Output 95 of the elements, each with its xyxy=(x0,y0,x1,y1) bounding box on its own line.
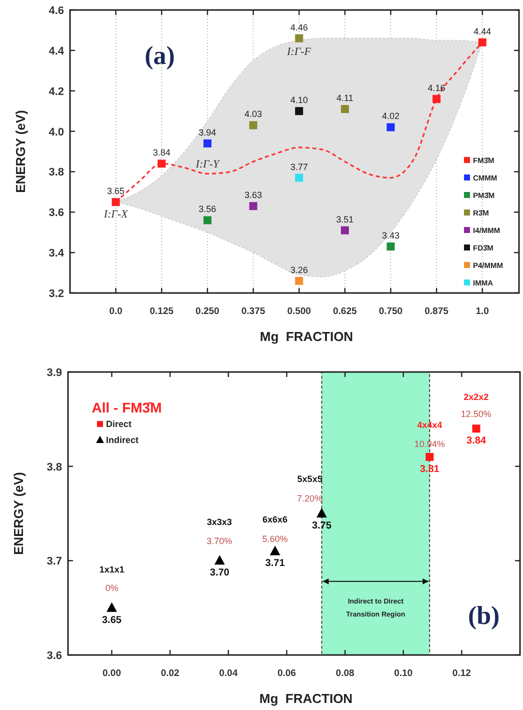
x-tick-label: 0.250 xyxy=(196,306,220,317)
point xyxy=(106,602,117,612)
x-tick-label: 0.06 xyxy=(277,668,296,679)
y-tick-label: 4.2 xyxy=(48,86,64,98)
data-label: 3.51 xyxy=(336,214,354,224)
point xyxy=(295,107,304,116)
data-label: 3.94 xyxy=(198,127,216,138)
point xyxy=(203,216,212,224)
annotation: All - FM3̄M xyxy=(92,399,162,416)
data-label: 3.81 xyxy=(420,464,440,475)
y-tick-label: 3.8 xyxy=(48,166,64,179)
annotation: (a) xyxy=(144,41,175,70)
point xyxy=(316,508,327,518)
data-label: 3.84 xyxy=(466,436,486,447)
annotation: 5x5x5 xyxy=(297,474,322,484)
point xyxy=(478,38,486,46)
annotation: 6x6x6 xyxy=(262,514,288,524)
point xyxy=(112,198,120,206)
point xyxy=(295,34,304,42)
point xyxy=(426,452,434,461)
annotation: 5.60% xyxy=(262,534,288,544)
x-tick-label: 0.375 xyxy=(241,306,266,317)
x-tick-label: 0.125 xyxy=(150,306,174,317)
annotation: 3x3x3 xyxy=(206,517,232,528)
legend-label: Indirect xyxy=(106,435,139,445)
data-label: 3.75 xyxy=(312,520,332,532)
point xyxy=(270,546,280,556)
data-label: 4.46 xyxy=(290,22,308,32)
y-tick-label: 3.2 xyxy=(48,288,64,300)
x-axis-title: Mg FRACTION xyxy=(259,691,353,706)
point xyxy=(340,105,349,114)
annotation: 12.50% xyxy=(460,408,492,419)
data-label: 3.26 xyxy=(290,264,308,275)
y-axis-title: ENERGY (eV) xyxy=(11,472,26,555)
point xyxy=(249,121,258,130)
annotation: 4x4x4 xyxy=(417,420,442,430)
x-tick-label: 0.625 xyxy=(333,306,358,317)
x-tick-label: 0.04 xyxy=(219,668,238,679)
y-tick-label: 3.9 xyxy=(46,367,62,379)
annotation: 2x2x2 xyxy=(464,392,489,402)
point xyxy=(249,202,258,210)
data-label: 3.70 xyxy=(210,568,230,579)
x-tick-label: 1.0 xyxy=(476,306,489,317)
annotation: I:Γ-Y xyxy=(194,158,221,171)
data-label: 3.65 xyxy=(107,186,125,196)
y-tick-label: 4.6 xyxy=(48,5,64,17)
legend-label: Direct xyxy=(106,419,132,429)
x-tick-label: 0.750 xyxy=(378,306,403,317)
annotation: 3.70% xyxy=(206,536,232,546)
annotation: I:Γ-F xyxy=(286,46,312,58)
point xyxy=(158,160,166,168)
data-label: 3.65 xyxy=(102,614,122,626)
point xyxy=(340,226,349,234)
x-tick-label: 0.02 xyxy=(160,668,180,679)
data-label: 3.63 xyxy=(244,190,262,200)
data-label: 4.44 xyxy=(474,26,492,36)
data-label: 4.16 xyxy=(428,82,446,93)
annotation: 1x1x1 xyxy=(99,564,124,574)
data-label: 4.11 xyxy=(336,93,354,104)
data-label: 4.10 xyxy=(290,95,308,106)
x-tick-label: 0.12 xyxy=(452,668,471,679)
y-tick-label: 3.4 xyxy=(48,248,65,260)
y-tick-label: 3.8 xyxy=(46,461,62,474)
data-label: 3.71 xyxy=(265,558,286,570)
point xyxy=(295,174,304,182)
annotation: (b) xyxy=(468,601,500,630)
x-tick-label: 0.500 xyxy=(287,306,311,317)
data-label: 3.43 xyxy=(382,230,400,241)
point xyxy=(214,555,225,565)
data-label: 3.77 xyxy=(290,162,308,172)
y-tick-label: 4.4 xyxy=(48,45,65,58)
data-label: 4.03 xyxy=(244,109,262,120)
point xyxy=(386,123,395,132)
x-tick-label: 0.10 xyxy=(394,668,413,679)
y-axis-title: ENERGY (eV) xyxy=(13,110,28,193)
point xyxy=(386,242,395,251)
annotation: I:Γ-X xyxy=(102,208,130,221)
point xyxy=(295,276,304,285)
data-label: 3.56 xyxy=(198,204,216,214)
x-tick-label: 0.00 xyxy=(102,668,121,679)
point xyxy=(432,94,441,103)
x-tick-label: 0.08 xyxy=(336,668,354,679)
data-label: 4.02 xyxy=(382,111,400,122)
annotation: 0% xyxy=(105,582,118,593)
x-tick-label: 0.875 xyxy=(424,306,450,317)
annotation: 10.94% xyxy=(414,439,445,450)
point xyxy=(472,424,480,433)
x-tick-label: 0.0 xyxy=(109,306,122,317)
y-tick-label: 3.6 xyxy=(48,207,64,220)
y-tick-label: 4.0 xyxy=(48,126,64,138)
y-tick-label: 3.7 xyxy=(46,556,62,568)
point xyxy=(203,139,212,148)
data-label: 3.84 xyxy=(152,148,170,158)
y-tick-label: 3.6 xyxy=(46,650,62,662)
x-axis-title: Mg FRACTION xyxy=(260,329,354,344)
